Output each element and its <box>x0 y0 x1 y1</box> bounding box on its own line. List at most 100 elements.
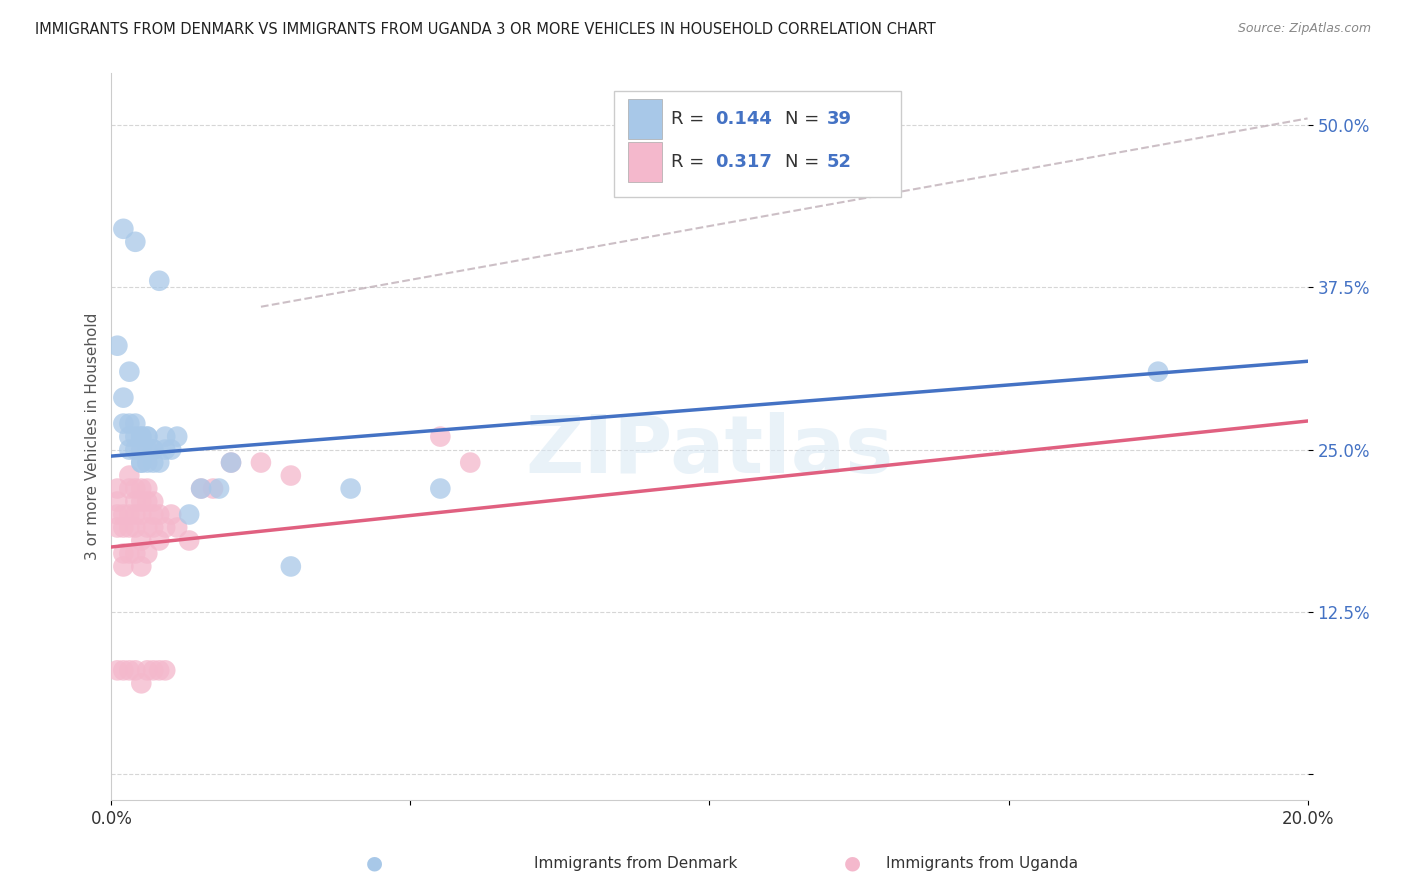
Point <box>118 508 141 522</box>
FancyBboxPatch shape <box>628 99 662 139</box>
Point <box>190 482 212 496</box>
Point <box>118 664 141 678</box>
Point <box>124 494 146 508</box>
Point <box>118 546 141 560</box>
Point <box>124 664 146 678</box>
Point <box>202 482 225 496</box>
Text: IMMIGRANTS FROM DENMARK VS IMMIGRANTS FROM UGANDA 3 OR MORE VEHICLES IN HOUSEHOL: IMMIGRANTS FROM DENMARK VS IMMIGRANTS FR… <box>35 22 936 37</box>
Point <box>118 442 141 457</box>
Point <box>219 456 242 470</box>
Point <box>1147 365 1170 379</box>
Point <box>112 664 135 678</box>
Point <box>124 235 146 249</box>
Point <box>124 442 146 457</box>
Point <box>131 456 153 470</box>
Text: ZIPatlas: ZIPatlas <box>526 412 894 490</box>
Point <box>155 520 177 534</box>
Point <box>112 391 135 405</box>
Point <box>105 339 128 353</box>
Point <box>155 442 177 457</box>
Point <box>142 520 165 534</box>
Point <box>148 664 170 678</box>
Point <box>280 559 302 574</box>
Point <box>124 417 146 431</box>
Point <box>112 222 135 236</box>
Point <box>160 442 183 457</box>
Text: N =: N = <box>785 153 825 171</box>
Point <box>339 482 361 496</box>
Point <box>118 429 141 443</box>
Point <box>112 417 135 431</box>
Point <box>131 508 153 522</box>
Point <box>250 456 273 470</box>
Point <box>142 442 165 457</box>
Text: 39: 39 <box>827 110 852 128</box>
Point <box>136 482 159 496</box>
Point <box>148 533 170 548</box>
Point <box>429 429 451 443</box>
Point <box>118 482 141 496</box>
Point <box>142 494 165 508</box>
Y-axis label: 3 or more Vehicles in Household: 3 or more Vehicles in Household <box>86 313 100 560</box>
Point <box>179 508 201 522</box>
Point <box>112 546 135 560</box>
Point <box>280 468 302 483</box>
Point <box>105 482 128 496</box>
Point <box>124 482 146 496</box>
Point <box>112 559 135 574</box>
Text: ●: ● <box>844 854 860 873</box>
Point <box>136 429 159 443</box>
Text: Immigrants from Denmark: Immigrants from Denmark <box>534 856 738 871</box>
Point <box>124 429 146 443</box>
Point <box>136 442 159 457</box>
Point <box>179 533 201 548</box>
Point <box>131 429 153 443</box>
Point <box>458 456 481 470</box>
Point <box>136 494 159 508</box>
Point <box>118 468 141 483</box>
Text: R =: R = <box>671 153 710 171</box>
Point <box>124 520 146 534</box>
FancyBboxPatch shape <box>614 91 901 196</box>
Text: R =: R = <box>671 110 710 128</box>
Point <box>105 520 128 534</box>
Point <box>118 520 141 534</box>
Point <box>105 508 128 522</box>
Point <box>124 546 146 560</box>
Point <box>136 520 159 534</box>
Point <box>131 442 153 457</box>
Point <box>160 508 183 522</box>
Point <box>142 442 165 457</box>
Point <box>155 429 177 443</box>
Point <box>148 274 170 288</box>
Text: 0.317: 0.317 <box>716 153 772 171</box>
Point <box>112 508 135 522</box>
Point <box>105 664 128 678</box>
Point <box>105 494 128 508</box>
Text: ●: ● <box>366 854 382 873</box>
Point <box>131 456 153 470</box>
Text: Immigrants from Uganda: Immigrants from Uganda <box>886 856 1078 871</box>
Point <box>155 664 177 678</box>
Text: 52: 52 <box>827 153 852 171</box>
Point <box>166 520 188 534</box>
Text: N =: N = <box>785 110 825 128</box>
Point <box>131 559 153 574</box>
Point <box>190 482 212 496</box>
Point <box>148 508 170 522</box>
Point <box>136 456 159 470</box>
Point <box>148 456 170 470</box>
Point <box>136 664 159 678</box>
Point <box>142 508 165 522</box>
Point <box>124 508 146 522</box>
Point <box>118 417 141 431</box>
Point <box>131 676 153 690</box>
Point <box>136 546 159 560</box>
Point <box>219 456 242 470</box>
Point <box>131 494 153 508</box>
Point <box>142 664 165 678</box>
Point <box>131 429 153 443</box>
Point <box>429 482 451 496</box>
Point <box>131 482 153 496</box>
Point <box>118 365 141 379</box>
